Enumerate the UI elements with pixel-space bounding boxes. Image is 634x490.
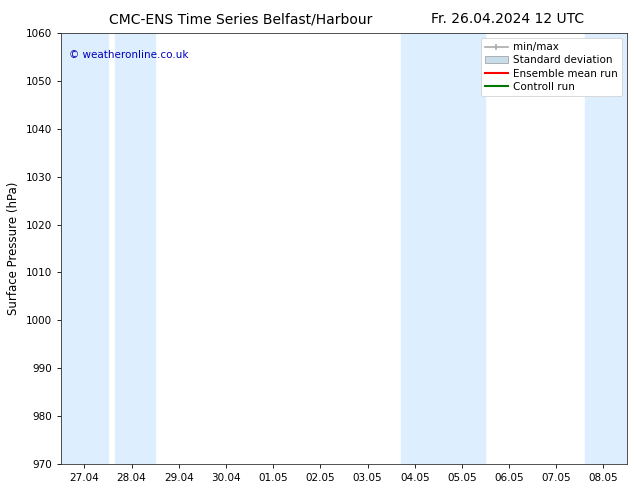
Text: © weatheronline.co.uk: © weatheronline.co.uk: [69, 50, 189, 60]
Text: CMC-ENS Time Series Belfast/Harbour: CMC-ENS Time Series Belfast/Harbour: [109, 12, 373, 26]
Bar: [585, 33, 634, 464]
Bar: [115, 33, 155, 464]
Bar: [61, 33, 108, 464]
Y-axis label: Surface Pressure (hPa): Surface Pressure (hPa): [7, 182, 20, 315]
Bar: [401, 33, 486, 464]
Legend: min/max, Standard deviation, Ensemble mean run, Controll run: min/max, Standard deviation, Ensemble me…: [481, 38, 622, 96]
Text: Fr. 26.04.2024 12 UTC: Fr. 26.04.2024 12 UTC: [430, 12, 584, 26]
